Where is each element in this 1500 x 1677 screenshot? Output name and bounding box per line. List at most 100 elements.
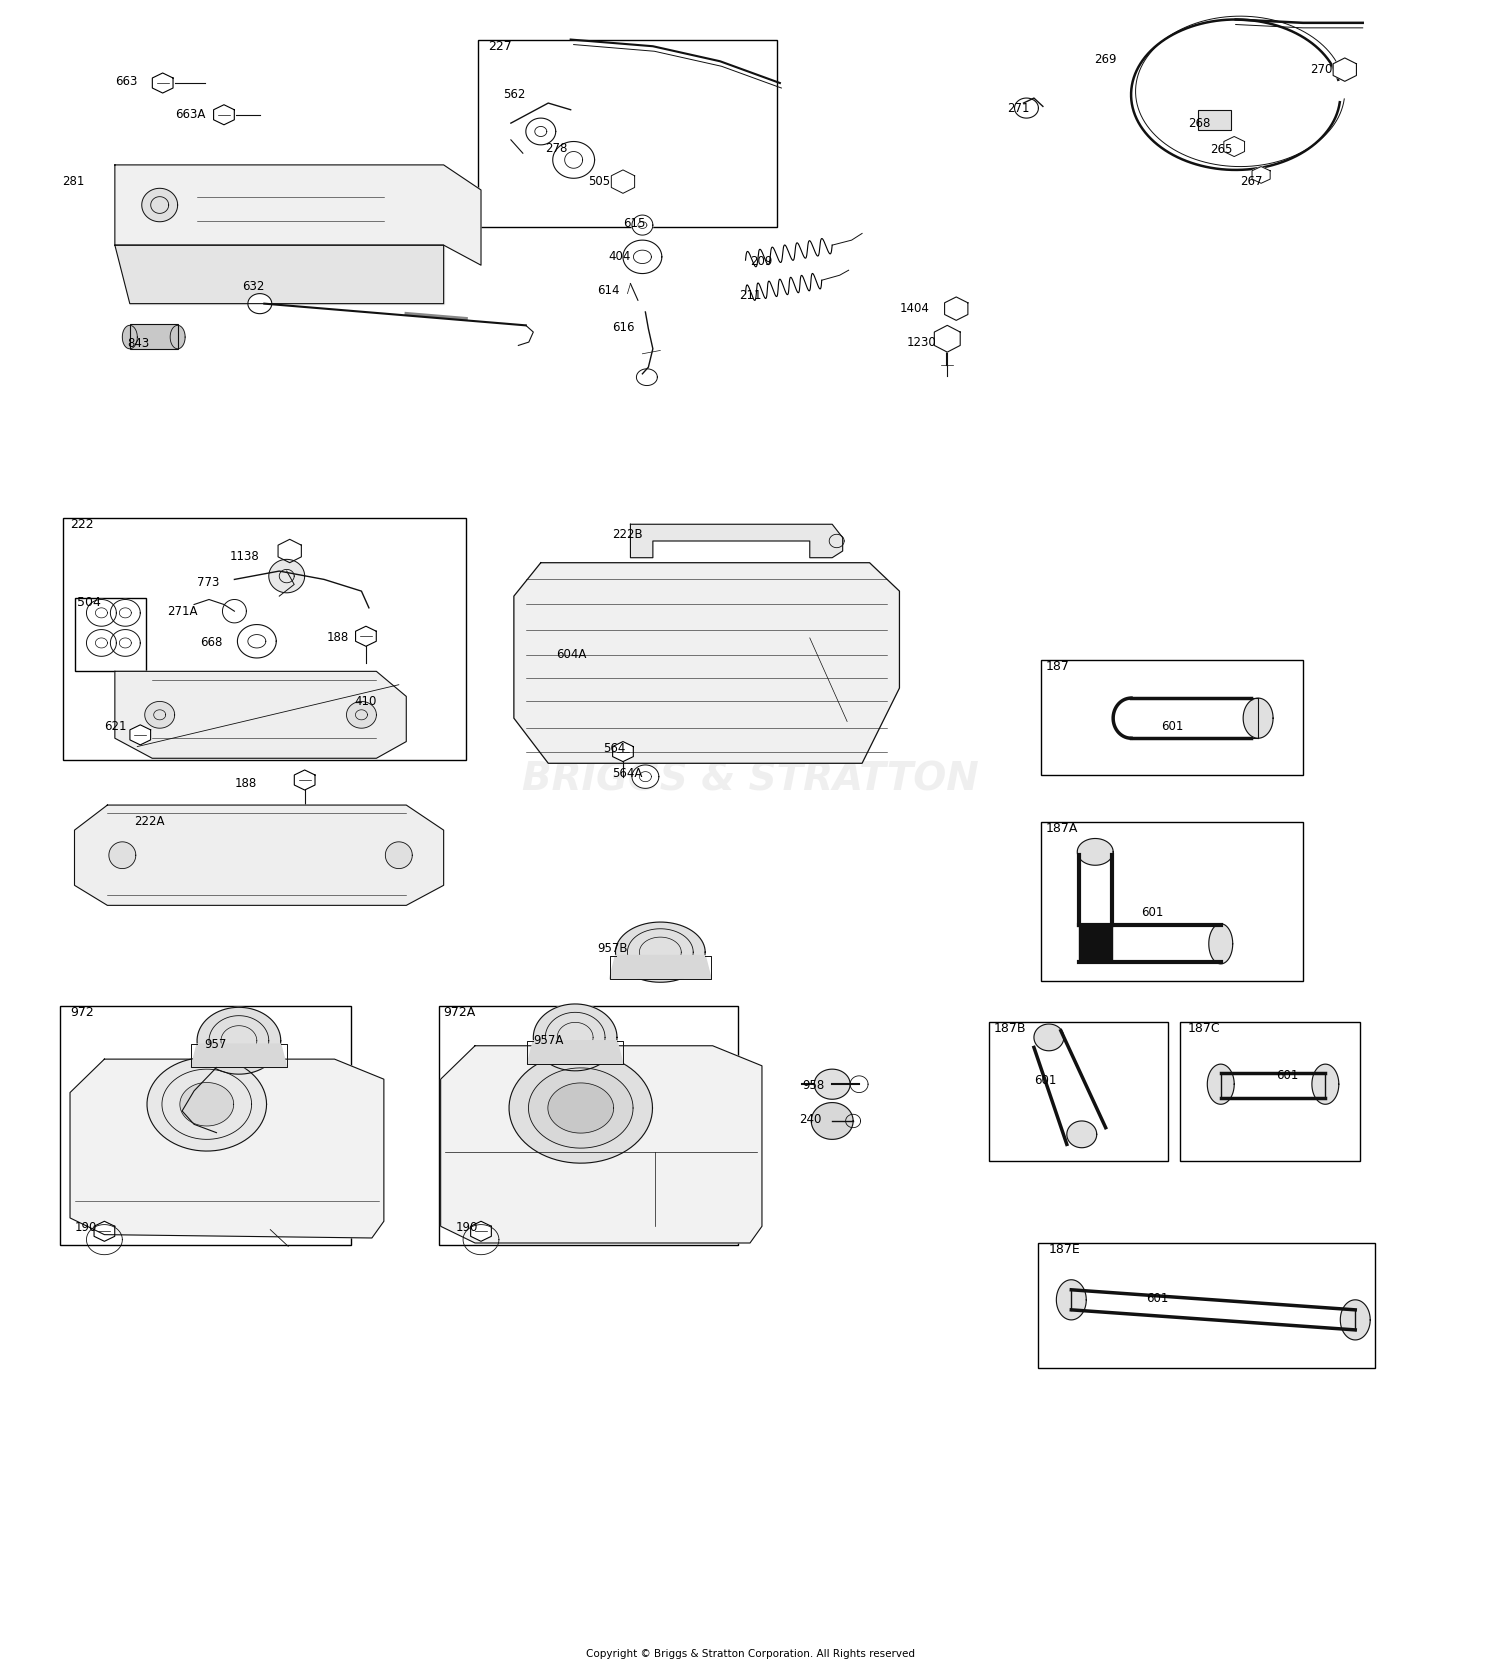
Bar <box>75 597 146 671</box>
Polygon shape <box>278 540 302 563</box>
Polygon shape <box>237 624 276 657</box>
Polygon shape <box>170 325 184 349</box>
Polygon shape <box>386 842 412 869</box>
Text: 601: 601 <box>1276 1070 1299 1082</box>
Polygon shape <box>70 1060 384 1238</box>
Text: 972A: 972A <box>444 1006 476 1018</box>
Polygon shape <box>471 1221 492 1241</box>
Text: Copyright © Briggs & Stratton Corporation. All Rights reserved: Copyright © Briggs & Stratton Corporatio… <box>585 1648 915 1659</box>
Polygon shape <box>130 724 150 745</box>
Text: 1404: 1404 <box>900 302 930 315</box>
Text: 843: 843 <box>128 337 148 350</box>
Polygon shape <box>110 842 136 869</box>
Text: 240: 240 <box>800 1114 822 1125</box>
Polygon shape <box>116 164 482 265</box>
Text: 227: 227 <box>489 40 512 52</box>
Polygon shape <box>153 74 173 92</box>
Text: 270: 270 <box>1311 64 1334 75</box>
Polygon shape <box>632 765 658 788</box>
Polygon shape <box>346 701 376 728</box>
Text: 410: 410 <box>354 694 376 708</box>
Text: 957: 957 <box>204 1038 226 1050</box>
Text: 504: 504 <box>78 595 102 609</box>
Text: 187E: 187E <box>1048 1243 1080 1256</box>
Polygon shape <box>526 117 555 144</box>
Polygon shape <box>294 770 315 790</box>
Polygon shape <box>632 215 652 235</box>
Text: 222: 222 <box>70 518 93 530</box>
Polygon shape <box>222 599 246 622</box>
Polygon shape <box>612 741 633 761</box>
Polygon shape <box>609 956 711 979</box>
Polygon shape <box>1334 59 1356 82</box>
Text: 281: 281 <box>63 174 86 188</box>
Text: 190: 190 <box>75 1221 98 1234</box>
Text: 267: 267 <box>1240 174 1263 188</box>
Text: 222B: 222B <box>612 528 644 540</box>
Text: 773: 773 <box>196 577 219 589</box>
Polygon shape <box>1244 698 1274 738</box>
Polygon shape <box>514 563 900 763</box>
Text: 615: 615 <box>622 216 645 230</box>
Text: 505: 505 <box>588 174 610 188</box>
Bar <box>1041 822 1304 981</box>
Polygon shape <box>268 560 304 592</box>
Polygon shape <box>548 1083 614 1134</box>
Polygon shape <box>147 1058 267 1150</box>
Text: BRIGGS & STRATTON: BRIGGS & STRATTON <box>522 761 978 798</box>
Text: 187: 187 <box>1046 659 1070 672</box>
Polygon shape <box>190 1045 286 1068</box>
Text: 271: 271 <box>1007 102 1029 114</box>
Text: 621: 621 <box>105 719 128 733</box>
Text: 601: 601 <box>1146 1291 1168 1305</box>
Text: 404: 404 <box>608 250 630 263</box>
Polygon shape <box>123 325 138 349</box>
Polygon shape <box>1252 166 1270 183</box>
Polygon shape <box>1209 924 1233 964</box>
Text: 187B: 187B <box>993 1023 1026 1035</box>
Polygon shape <box>622 240 662 273</box>
Polygon shape <box>1034 1025 1064 1051</box>
Text: 190: 190 <box>456 1221 478 1234</box>
Text: 601: 601 <box>1142 906 1164 919</box>
Bar <box>988 1023 1168 1160</box>
Text: 187A: 187A <box>1046 822 1078 835</box>
Text: 1138: 1138 <box>230 550 260 562</box>
Text: 614: 614 <box>597 283 619 297</box>
Polygon shape <box>1078 926 1112 963</box>
Polygon shape <box>1066 1120 1096 1147</box>
Polygon shape <box>934 325 960 352</box>
Bar <box>478 40 777 226</box>
Bar <box>130 324 177 349</box>
Polygon shape <box>1312 1065 1340 1103</box>
Text: 601: 601 <box>1161 719 1184 733</box>
Polygon shape <box>1014 97 1038 117</box>
Polygon shape <box>1208 1065 1234 1103</box>
Text: 209: 209 <box>750 255 772 268</box>
Polygon shape <box>815 1070 850 1098</box>
Polygon shape <box>630 525 843 558</box>
Bar <box>1041 659 1304 775</box>
Polygon shape <box>180 1083 234 1125</box>
Text: 957B: 957B <box>597 942 628 956</box>
Text: 663A: 663A <box>174 109 206 121</box>
Text: 187C: 187C <box>1188 1023 1221 1035</box>
Polygon shape <box>1224 136 1245 156</box>
Text: 268: 268 <box>1188 117 1210 129</box>
Polygon shape <box>213 104 234 124</box>
Polygon shape <box>528 1041 622 1065</box>
Bar <box>440 1006 738 1244</box>
Polygon shape <box>615 922 705 983</box>
Polygon shape <box>196 1008 280 1075</box>
Text: 188: 188 <box>234 776 256 790</box>
Text: 616: 616 <box>612 320 634 334</box>
Polygon shape <box>111 599 141 626</box>
Text: 271A: 271A <box>166 605 198 617</box>
Text: 564A: 564A <box>612 766 644 780</box>
Polygon shape <box>111 629 141 656</box>
Text: 972: 972 <box>70 1006 94 1018</box>
Text: 604A: 604A <box>555 647 586 661</box>
Polygon shape <box>87 599 117 626</box>
Polygon shape <box>356 626 376 646</box>
Text: 564: 564 <box>603 741 625 755</box>
